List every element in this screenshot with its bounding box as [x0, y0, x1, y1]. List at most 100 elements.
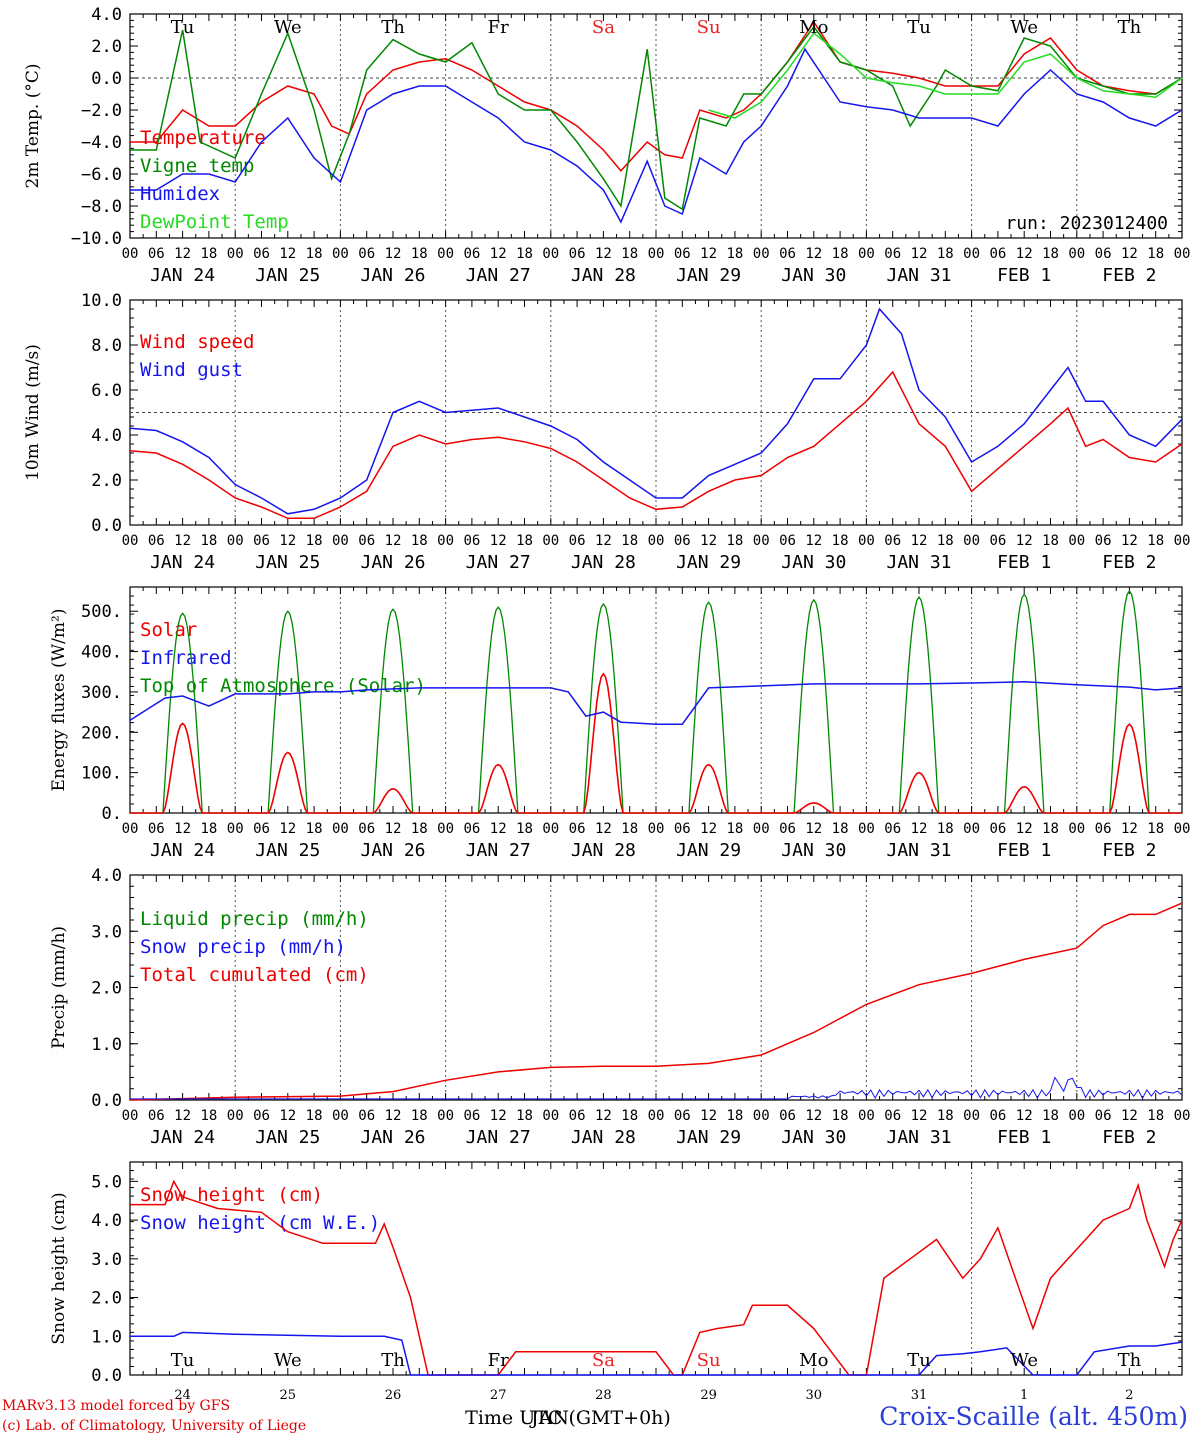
wind-series-wind-speed	[129, 370, 1183, 520]
energy-hour-label: 12	[174, 821, 191, 837]
energy-hour-label: 18	[726, 821, 743, 837]
precip-legend-1: Snow precip (mm/h)	[140, 936, 346, 958]
temp-hour-label: 12	[279, 246, 296, 262]
snow-weekday-label: Th	[1118, 1350, 1142, 1371]
precip-hour-label: 00	[1174, 1108, 1191, 1124]
wind-ytick-label: 0.0	[91, 516, 122, 536]
wind-hour-label: 06	[779, 533, 796, 549]
wind-hour-label: 06	[253, 533, 270, 549]
temp-hour-label: 06	[148, 246, 165, 262]
precip-day-label: JAN 28	[571, 1127, 636, 1148]
energy-hour-label: 00	[1068, 821, 1085, 837]
temp-hour-label: 00	[227, 246, 244, 262]
temp-hour-label: 00	[1068, 246, 1085, 262]
weekday-label: Fr	[488, 17, 509, 38]
snow-weekday-label: Sa	[592, 1350, 615, 1371]
model-credit: MARv3.13 model forced by GFS	[2, 1398, 231, 1414]
snow-ylabel: Snow height (cm)	[49, 1192, 69, 1344]
energy-ytick-label: 0.	[102, 804, 122, 824]
wind-legend-1: Wind gust	[140, 359, 243, 381]
wind-hour-label: 18	[516, 533, 533, 549]
energy-hour-label: 06	[253, 821, 270, 837]
snow-precip-line	[130, 1076, 1183, 1100]
precip-hour-label: 06	[884, 1108, 901, 1124]
temp-hour-label: 18	[200, 246, 217, 262]
wind-hour-label: 18	[621, 533, 638, 549]
snow-ytick-label: 2.0	[91, 1289, 122, 1309]
energy-hour-label: 12	[700, 821, 717, 837]
temp-hour-label: 00	[1174, 246, 1191, 262]
snow-day-number: 27	[490, 1388, 507, 1403]
wind-hour-label: 12	[385, 533, 402, 549]
snow-weekday-label: Th	[381, 1350, 405, 1371]
precip-hour-label: 00	[753, 1108, 770, 1124]
energy-day-label: JAN 25	[255, 840, 320, 861]
energy-hour-label: 06	[148, 821, 165, 837]
precip-ytick-label: 1.0	[91, 1035, 122, 1055]
energy-hour-label: 06	[989, 821, 1006, 837]
wind-hour-label: 12	[700, 533, 717, 549]
energy-hour-label: 12	[279, 821, 296, 837]
wind-day-label: JAN 28	[571, 552, 636, 573]
precip-hour-label: 00	[1068, 1108, 1085, 1124]
wind-hour-label: 00	[332, 533, 349, 549]
temp-series-vigne-temp	[130, 25, 1183, 211]
temp-hour-label: 12	[700, 246, 717, 262]
precip-hour-label: 18	[726, 1108, 743, 1124]
energy-day-label: JAN 29	[676, 840, 741, 861]
wind-hour-label: 12	[1016, 533, 1033, 549]
weekday-label: Tu	[171, 17, 195, 38]
wind-legend-0: Wind speed	[140, 331, 254, 353]
temp-hour-label: 12	[385, 246, 402, 262]
snow-day-number: 1	[1020, 1388, 1028, 1403]
energy-frame	[129, 586, 1183, 814]
precip-hour-label: 12	[911, 1108, 928, 1124]
energy-hour-label: 00	[963, 821, 980, 837]
energy-hour-label: 18	[1042, 821, 1059, 837]
wind-hour-label: 12	[595, 533, 612, 549]
energy-hour-label: 00	[122, 821, 139, 837]
temp-hour-label: 00	[753, 246, 770, 262]
temp-ytick-label: −2.0	[81, 101, 122, 121]
snow-weekday-label: Mo	[799, 1350, 828, 1371]
wind-day-label: JAN 24	[150, 552, 215, 573]
temp-hour-label: 18	[306, 246, 323, 262]
wind-day-label: FEB 2	[1102, 552, 1156, 573]
temp-series-temperature	[130, 20, 1183, 172]
temp-hour-label: 00	[332, 246, 349, 262]
precip-day-label: JAN 30	[781, 1127, 846, 1148]
precip-hour-label: 12	[1121, 1108, 1138, 1124]
weekday-label: Sa	[592, 17, 615, 38]
wind-series-wind-gust	[129, 307, 1183, 515]
wind-hour-label: 18	[200, 533, 217, 549]
wind-hour-label: 00	[122, 533, 139, 549]
wind-hour-label: 18	[411, 533, 428, 549]
temp-hour-label: 00	[858, 246, 875, 262]
weekday-label: Th	[381, 17, 405, 38]
wind-day-label: JAN 26	[360, 552, 425, 573]
snow-day-number: 26	[385, 1388, 402, 1403]
temp-hour-label: 18	[621, 246, 638, 262]
precip-hour-label: 00	[122, 1108, 139, 1124]
temp-hour-label: 18	[1042, 246, 1059, 262]
temp-hour-label: 06	[463, 246, 480, 262]
wind-hour-label: 06	[884, 533, 901, 549]
snow-day-number: 31	[911, 1388, 928, 1403]
precip-hour-label: 18	[411, 1108, 428, 1124]
temp-hour-label: 06	[569, 246, 586, 262]
energy-hour-label: 18	[937, 821, 954, 837]
precip-hour-label: 06	[674, 1108, 691, 1124]
temp-hour-label: 06	[674, 246, 691, 262]
energy-legend-1: Infrared	[140, 647, 232, 669]
temp-hour-label: 18	[516, 246, 533, 262]
precip-day-label: JAN 31	[886, 1127, 951, 1148]
temp-hour-label: 18	[411, 246, 428, 262]
energy-hour-label: 00	[1174, 821, 1191, 837]
energy-hour-label: 00	[753, 821, 770, 837]
wind-ytick-label: 8.0	[91, 336, 122, 356]
snow-weekday-label: We	[1010, 1350, 1038, 1371]
wind-hour-label: 18	[832, 533, 849, 549]
temp-ytick-label: −4.0	[81, 133, 122, 153]
energy-hour-label: 06	[358, 821, 375, 837]
